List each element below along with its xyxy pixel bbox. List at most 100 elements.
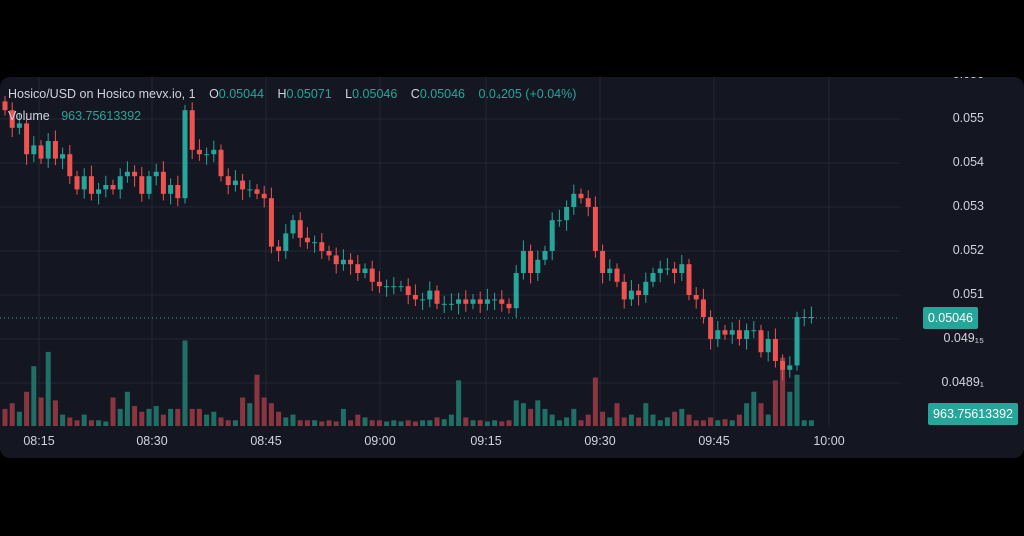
candle-body xyxy=(362,268,368,273)
volume-bar xyxy=(117,408,123,426)
candle-body xyxy=(585,198,591,207)
candle-body xyxy=(405,286,411,295)
candle-body xyxy=(463,299,469,304)
candle-body xyxy=(146,176,152,194)
candle-body xyxy=(88,176,94,194)
volume-bar xyxy=(74,420,80,426)
candle-body xyxy=(484,299,490,304)
close-key: C xyxy=(410,87,420,101)
candle-body xyxy=(319,242,325,251)
candle-body xyxy=(160,171,166,194)
volume-bar xyxy=(441,419,447,426)
candle-body xyxy=(693,295,699,300)
volume-bar xyxy=(614,403,620,426)
volume-bar xyxy=(139,411,145,426)
volume-label[interactable]: Volume xyxy=(8,109,50,123)
x-tick-label: 08:45 xyxy=(250,434,282,448)
volume-bar xyxy=(765,414,771,426)
volume-bar xyxy=(290,414,296,426)
candle-body xyxy=(110,185,116,190)
candle-body xyxy=(103,185,109,190)
volume-bar xyxy=(45,351,51,426)
volume-bar xyxy=(686,414,692,426)
candle-body xyxy=(657,268,663,273)
candle-body xyxy=(513,273,519,309)
candle-body xyxy=(16,123,22,128)
volume-bar xyxy=(621,417,627,426)
volume-bar xyxy=(211,411,217,426)
volume-bar xyxy=(81,414,87,426)
y-tick-label: 0.054 xyxy=(952,155,984,169)
volume-bar xyxy=(254,374,260,426)
candle-body xyxy=(794,317,800,366)
candle-body xyxy=(456,299,462,304)
volume-bar xyxy=(650,414,656,426)
candle-body xyxy=(556,220,562,222)
chart-panel: Hosico/USD on Hosico mevx.io, 1 O0.05044… xyxy=(0,77,1024,458)
price-chart[interactable] xyxy=(0,77,1024,458)
volume-bar xyxy=(189,408,195,426)
candle-body xyxy=(168,185,174,194)
candle-body xyxy=(643,281,649,295)
volume-bar xyxy=(448,414,454,426)
close-value: 0.05046 xyxy=(419,87,466,101)
candle-body xyxy=(355,264,361,273)
volume-bar xyxy=(88,420,94,426)
volume-bar xyxy=(412,421,418,426)
candle-body xyxy=(38,145,44,159)
volume-bar xyxy=(787,391,793,426)
volume-bar xyxy=(261,397,267,426)
candles xyxy=(2,96,814,381)
volume-bar xyxy=(506,420,512,426)
candle-body xyxy=(74,176,80,190)
candle-body xyxy=(81,176,87,190)
volume-bar xyxy=(52,400,58,426)
volume-bar xyxy=(729,420,735,426)
candle-body xyxy=(492,299,498,301)
volume-bar xyxy=(657,420,663,426)
candle-body xyxy=(578,193,584,199)
candle-body xyxy=(225,176,231,185)
candle-body xyxy=(52,141,58,159)
candle-body xyxy=(592,207,598,251)
volume-bar xyxy=(124,391,130,426)
candle-body xyxy=(751,330,757,332)
ohlc-legend: Hosico/USD on Hosico mevx.io, 1 O0.05044… xyxy=(8,87,586,101)
volume-bar xyxy=(369,420,375,426)
candle-body xyxy=(340,259,346,265)
symbol-label[interactable]: Hosico/USD on Hosico mevx.io, 1 xyxy=(8,87,196,101)
candle-body xyxy=(427,290,433,300)
candle-body xyxy=(708,317,714,339)
volume-bar xyxy=(736,414,742,426)
volume-bar xyxy=(312,420,318,426)
volume-bar xyxy=(132,406,138,426)
volume-bar xyxy=(499,421,505,426)
volume-bar xyxy=(16,411,22,426)
volume-bar xyxy=(772,380,778,426)
volume-bar xyxy=(96,420,102,426)
candle-body xyxy=(736,330,742,339)
candle-body xyxy=(700,299,706,317)
volume-bar xyxy=(247,403,253,426)
volume-bar xyxy=(420,420,426,426)
candle-body xyxy=(60,154,66,159)
volume-bar xyxy=(564,417,570,426)
volume-bar xyxy=(376,420,382,426)
open-value: 0.05044 xyxy=(218,87,264,101)
volume-bar xyxy=(182,340,188,426)
candle-body xyxy=(765,339,771,353)
candle-body xyxy=(679,264,685,273)
candle-body xyxy=(758,330,764,353)
candle-body xyxy=(549,220,555,251)
volume-bar xyxy=(384,421,390,426)
change-value: 0.0₄205 (+0.04%) xyxy=(478,87,577,101)
candle-body xyxy=(787,365,793,370)
volume-bar xyxy=(340,408,346,426)
y-tick-label: 0.053 xyxy=(952,199,984,213)
volume-bar xyxy=(484,421,490,426)
volume-bar xyxy=(232,420,238,426)
volume-legend: Volume 963.75613392 xyxy=(8,109,151,123)
volume-bar xyxy=(600,411,606,426)
candle-body xyxy=(664,268,670,270)
candle-body xyxy=(384,286,390,288)
